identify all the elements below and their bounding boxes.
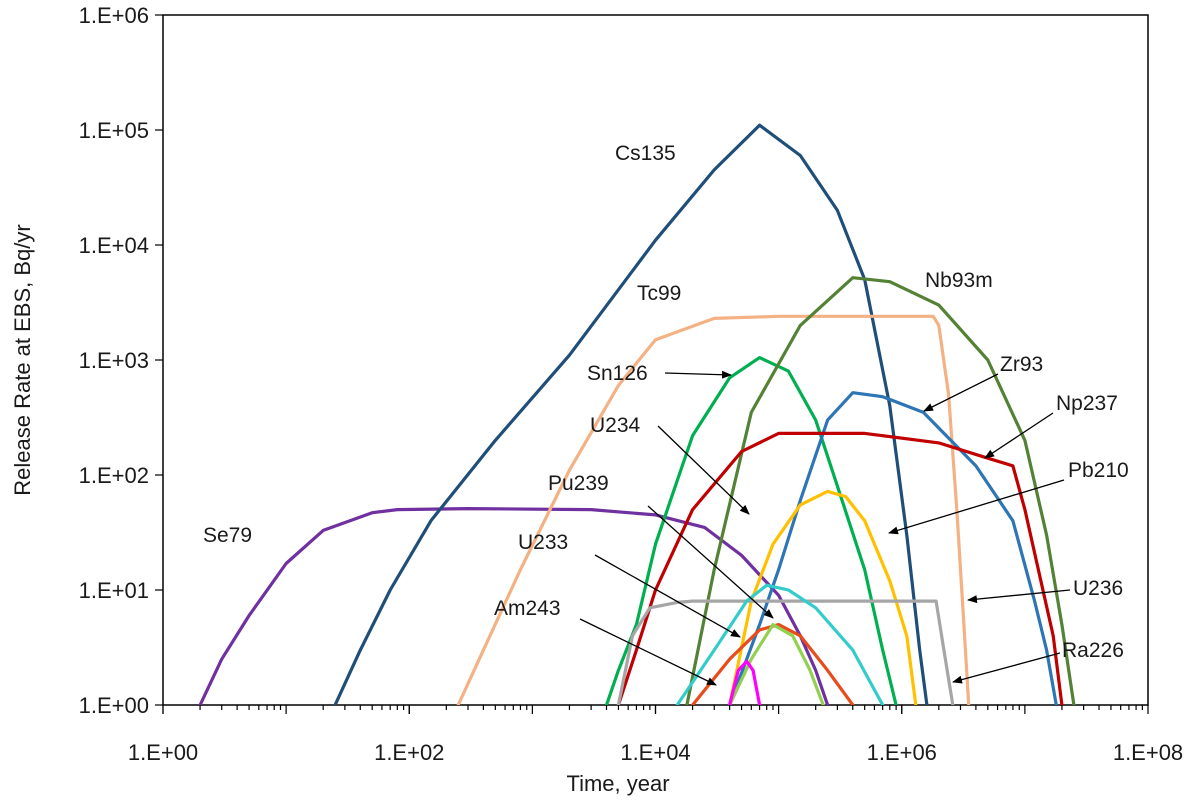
annotation-label-u236: U236 — [1073, 577, 1123, 600]
series-line-light-green — [728, 623, 825, 705]
x-tick-label: 1.E+04 — [620, 740, 690, 765]
annotation-arrow-sn126 — [664, 370, 732, 379]
series-line-u236 — [616, 599, 955, 705]
x-axis-title: Time, year — [566, 771, 669, 796]
annotation-arrow-u233 — [594, 554, 741, 638]
series-line-nb93m — [685, 276, 1076, 705]
annotation-label-se79: Se79 — [203, 524, 252, 547]
series-line-se79 — [198, 507, 830, 705]
y-tick-label: 1.E+00 — [79, 693, 149, 718]
y-tick-label: 1.E+06 — [79, 3, 149, 28]
annotation-label-pb210: Pb210 — [1068, 459, 1129, 482]
y-tick-label: 1.E+02 — [79, 463, 149, 488]
annotation-arrow-np237 — [984, 412, 1054, 459]
y-axis-title: Release Rate at EBS, Bq/yr — [10, 224, 35, 495]
annotation-label-pu239: Pu239 — [548, 472, 609, 495]
x-tick-label: 1.E+08 — [1113, 740, 1183, 765]
annotation-arrow-pu239 — [647, 505, 774, 619]
x-tick-label: 1.E+06 — [867, 740, 937, 765]
annotation-arrow-u234 — [657, 425, 750, 515]
y-tick-label: 1.E+01 — [79, 578, 149, 603]
annotation-label-u234: U234 — [590, 414, 641, 437]
y-tick-label: 1.E+03 — [79, 348, 149, 373]
annotation-label-ra226: Ra226 — [1062, 639, 1124, 662]
annotation-label-nb93m: Nb93m — [925, 269, 993, 292]
series-line-cyan — [675, 583, 885, 705]
y-tick-label: 1.E+04 — [79, 233, 149, 258]
annotation-arrow-u236 — [967, 589, 1071, 604]
x-tick-label: 1.E+02 — [374, 740, 444, 765]
annotation-label-sn126: Sn126 — [587, 362, 648, 385]
annotation-arrow-pb210 — [888, 479, 1065, 535]
annotation-label-zr93: Zr93 — [1000, 353, 1043, 376]
annotation-label-tc99: Tc99 — [637, 282, 681, 305]
series-line-cs135 — [333, 123, 929, 705]
series-line-magenta — [728, 659, 762, 705]
x-tick-label: 1.E+00 — [128, 740, 198, 765]
series-line-tc99 — [456, 314, 971, 705]
annotation-arrow-am243 — [579, 618, 717, 686]
series-lines — [198, 123, 1076, 705]
annotation-label-u233: U233 — [518, 531, 568, 554]
annotation-arrow-zr93 — [923, 373, 999, 412]
annotation-label-cs135: Cs135 — [615, 142, 676, 165]
series-line-np237 — [616, 431, 1064, 705]
series-line-pb210 — [728, 489, 918, 705]
series-line-sn126 — [604, 356, 898, 705]
y-axis-ticks: 1.E+00 1.E+01 1.E+02 1.E+03 1.E+04 1.E+05 1.E+… — [79, 3, 163, 718]
series-line-orange-red — [691, 623, 855, 705]
annotation-label-am243: Am243 — [494, 597, 561, 620]
series-line-zr93 — [728, 391, 1058, 705]
annotation-arrow-ra226 — [952, 652, 1061, 684]
annotation-label-np237: Np237 — [1056, 392, 1118, 415]
y-tick-label: 1.E+05 — [79, 118, 149, 143]
x-axis-ticks: 1.E+00 1.E+02 1.E+04 1.E+06 1.E+08 — [128, 705, 1183, 765]
annotations: Se79 Cs135 Tc99 Nb93m Sn126 Zr93 U234 Np237 Pu23… — [203, 142, 1129, 686]
